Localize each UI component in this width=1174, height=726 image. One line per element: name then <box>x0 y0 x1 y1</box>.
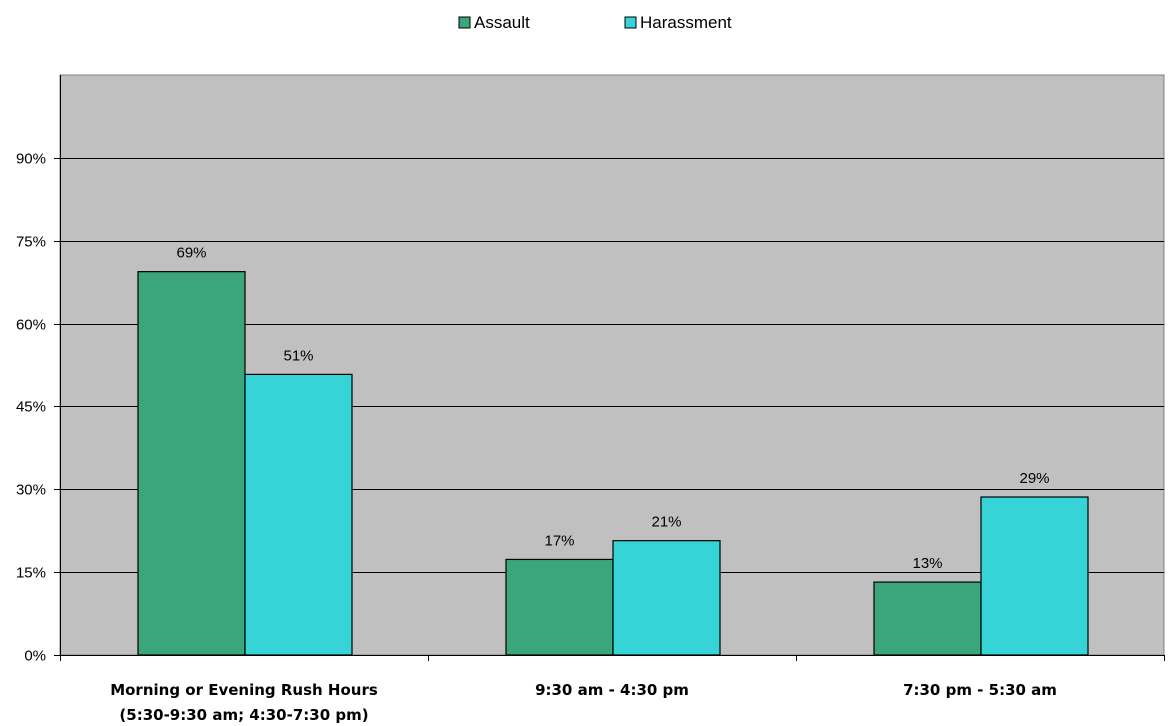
y-tick-label: 60% <box>16 317 46 334</box>
legend-swatch <box>458 16 471 29</box>
bar-assault <box>873 581 982 656</box>
bar-harassment <box>980 496 1089 656</box>
bar-assault <box>505 558 614 656</box>
y-tick-label: 0% <box>24 648 46 665</box>
data-label: 69% <box>176 245 206 262</box>
legend-swatch <box>624 16 637 29</box>
legend-item-harassment: Harassment <box>624 13 732 32</box>
y-tick-label: 75% <box>16 234 46 251</box>
legend-item-assault: Assault <box>458 13 530 32</box>
legend: Assault Harassment <box>458 13 732 32</box>
bars <box>137 271 1089 656</box>
bar-harassment <box>612 540 721 656</box>
category-label: 7:30 pm - 5:30 am <box>903 681 1057 699</box>
bar-harassment <box>244 373 353 656</box>
category-label: 9:30 am - 4:30 pm <box>535 681 689 699</box>
legend-label: Harassment <box>640 13 732 32</box>
data-label: 51% <box>283 347 313 364</box>
y-tick-label: 15% <box>16 565 46 582</box>
data-label: 29% <box>1019 470 1049 487</box>
legend-label: Assault <box>474 13 530 32</box>
axes <box>60 75 1164 656</box>
data-label: 21% <box>651 514 681 531</box>
category-label: Morning or Evening Rush Hours <box>110 681 378 699</box>
y-tick-label: 45% <box>16 399 46 416</box>
y-tick-label: 90% <box>16 151 46 168</box>
x-axis-categories: Morning or Evening Rush Hours (5:30-9:30 … <box>60 655 1165 724</box>
data-label: 13% <box>912 555 942 572</box>
y-axis-ticks: 0% 15% 30% 45% 60% 75% 90% <box>16 151 60 665</box>
data-label: 17% <box>544 532 574 549</box>
data-labels: 69% 17% 13% 51% 21% 29% <box>176 245 1049 572</box>
bar-assault <box>137 271 246 656</box>
y-tick-label: 30% <box>16 482 46 499</box>
category-label: (5:30-9:30 am; 4:30-7:30 pm) <box>119 706 368 724</box>
